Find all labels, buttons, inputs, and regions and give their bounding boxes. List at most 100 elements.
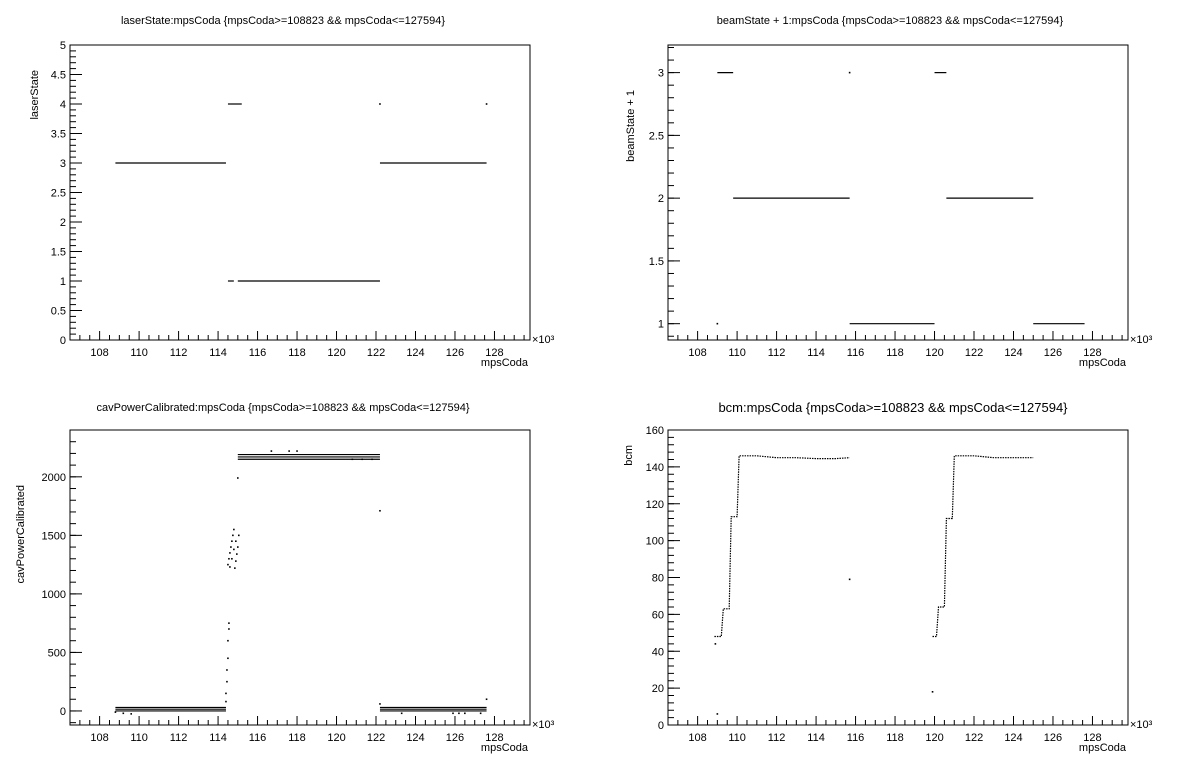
y-tick-label: 2.5 xyxy=(649,130,664,142)
x-tick-label: 110 xyxy=(728,347,746,359)
data-point xyxy=(714,643,717,645)
data-point xyxy=(231,557,233,560)
x-tick-label: 120 xyxy=(327,732,345,744)
chart-title: cavPowerCalibrated:mpsCoda {mpsCoda>=108… xyxy=(96,402,469,414)
x-tick-label: 110 xyxy=(728,732,746,744)
x-tick-label: 112 xyxy=(768,347,786,359)
y-tick-label: 160 xyxy=(646,425,664,437)
data-point xyxy=(231,540,233,543)
data-point xyxy=(237,477,239,479)
x-tick-label: 124 xyxy=(1004,732,1022,744)
y-tick-label: 60 xyxy=(652,609,664,621)
chart-title: bcm:mpsCoda {mpsCoda>=108823 && mpsCoda<… xyxy=(718,400,1068,415)
chart-panel-2: beamState + 1:mpsCoda {mpsCoda>=108823 &… xyxy=(625,15,1153,369)
x-tick-label: 112 xyxy=(170,347,188,359)
x-tick-label: 114 xyxy=(209,347,227,359)
x-tick-label: 128 xyxy=(1083,347,1101,359)
y-axis-label: bcm xyxy=(623,445,635,466)
y-tick-label: 2000 xyxy=(42,472,66,484)
y-axis-label: beamState + 1 xyxy=(625,90,637,162)
data-point xyxy=(232,534,234,537)
data-point xyxy=(379,703,381,705)
data-point xyxy=(225,692,227,695)
data-point xyxy=(228,622,230,624)
x-tick-label: 120 xyxy=(925,732,943,744)
x-tick-label: 126 xyxy=(1044,347,1062,359)
data-point xyxy=(400,712,403,715)
x-multiplier: ×10³ xyxy=(532,334,555,346)
x-tick-label: 118 xyxy=(288,347,306,359)
y-tick-label: 4.5 xyxy=(51,70,66,82)
data-point xyxy=(458,712,460,715)
data-point xyxy=(479,712,482,715)
data-point xyxy=(114,711,117,713)
x-tick-label: 118 xyxy=(886,732,904,744)
data-point xyxy=(371,458,373,461)
y-tick-label: 2 xyxy=(60,217,66,229)
y-tick-label: 140 xyxy=(646,462,664,474)
x-tick-label: 108 xyxy=(90,347,108,359)
data-point xyxy=(234,567,236,569)
y-tick-label: 1 xyxy=(60,276,66,288)
data-point xyxy=(130,713,133,715)
data-point xyxy=(296,450,298,452)
data-point xyxy=(233,548,235,551)
chart-title: laserState:mpsCoda {mpsCoda>=108823 && m… xyxy=(121,15,445,27)
y-tick-label: 1 xyxy=(658,319,664,331)
y-tick-label: 120 xyxy=(646,499,664,511)
plot-frame xyxy=(69,429,531,726)
data-point xyxy=(464,712,466,715)
x-tick-label: 128 xyxy=(485,732,503,744)
data-point xyxy=(227,657,229,660)
x-tick-label: 116 xyxy=(249,732,267,744)
chart-title: beamState + 1:mpsCoda {mpsCoda>=108823 &… xyxy=(717,15,1064,27)
data-point xyxy=(379,509,381,512)
data-point xyxy=(229,552,231,554)
x-tick-label: 112 xyxy=(170,732,188,744)
data-point xyxy=(122,712,125,715)
data-point xyxy=(270,450,273,452)
data-point xyxy=(379,103,381,105)
chart-panel-4: bcm:mpsCoda {mpsCoda>=108823 && mpsCoda<… xyxy=(623,400,1153,754)
data-point xyxy=(227,563,229,566)
y-tick-label: 3 xyxy=(658,68,664,80)
data-point xyxy=(848,578,851,581)
x-tick-label: 116 xyxy=(847,347,865,359)
y-tick-label: 3.5 xyxy=(51,129,66,141)
y-tick-label: 0 xyxy=(60,335,66,347)
data-point xyxy=(226,680,228,683)
data-point xyxy=(235,540,237,543)
data-point xyxy=(228,628,230,630)
x-axis-label: mpsCoda xyxy=(481,357,529,369)
y-tick-label: 3 xyxy=(60,158,66,170)
data-point xyxy=(351,458,354,461)
y-tick-label: 0 xyxy=(658,720,664,732)
y-tick-label: 1.5 xyxy=(51,247,66,259)
y-tick-label: 80 xyxy=(652,573,664,585)
x-tick-label: 112 xyxy=(768,732,786,744)
x-tick-label: 118 xyxy=(886,347,904,359)
y-tick-label: 40 xyxy=(652,646,664,658)
data-point xyxy=(235,560,237,562)
y-axis-label: laserState xyxy=(29,70,41,120)
x-tick-label: 124 xyxy=(406,347,424,359)
y-tick-label: 2.5 xyxy=(51,188,66,200)
x-tick-label: 124 xyxy=(1004,347,1022,359)
y-tick-label: 4 xyxy=(60,99,66,111)
data-point xyxy=(848,71,851,74)
data-point xyxy=(228,557,230,560)
x-tick-label: 120 xyxy=(925,347,943,359)
plot-frame xyxy=(667,429,1129,726)
x-multiplier: ×10³ xyxy=(1130,334,1153,346)
plot-frame xyxy=(667,44,1129,341)
x-tick-label: 116 xyxy=(847,732,865,744)
x-tick-label: 128 xyxy=(485,347,503,359)
data-point xyxy=(229,566,231,568)
data-curve xyxy=(714,455,850,638)
data-point xyxy=(485,103,488,105)
x-tick-label: 114 xyxy=(209,732,227,744)
x-tick-label: 110 xyxy=(130,347,148,359)
x-multiplier: ×10³ xyxy=(1130,719,1153,731)
plot-frame xyxy=(69,44,531,341)
